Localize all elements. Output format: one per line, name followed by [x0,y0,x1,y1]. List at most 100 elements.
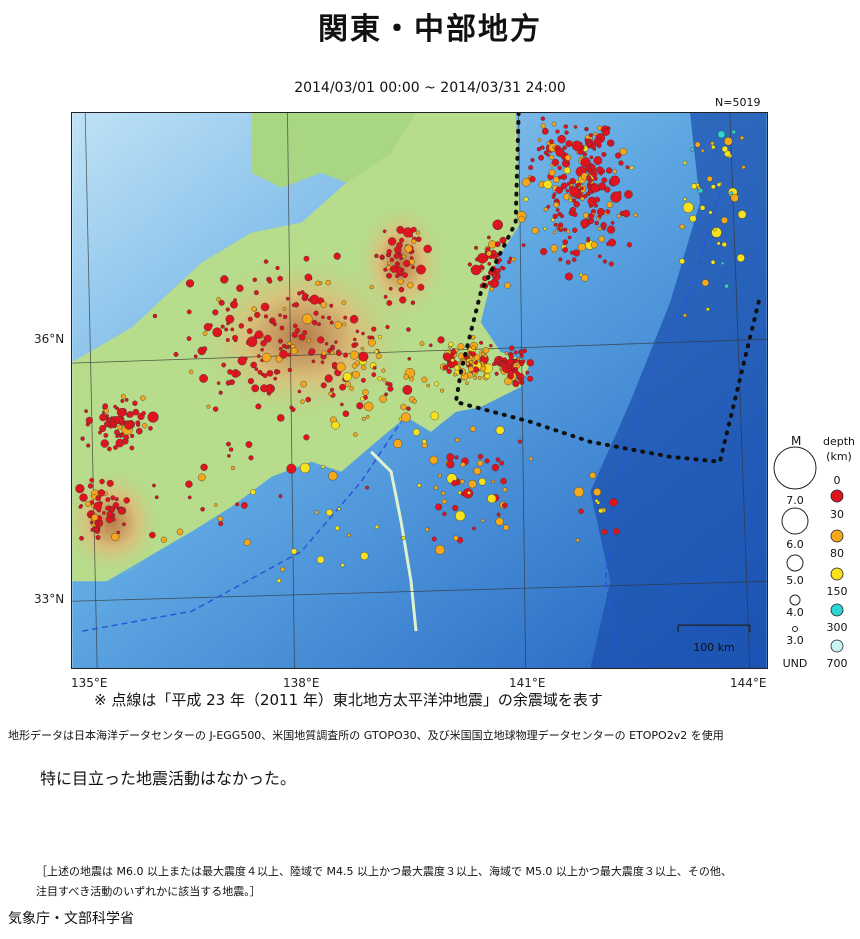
earthquake-dot [563,166,571,174]
earthquake-dot [267,278,273,284]
earthquake-dot [509,345,515,351]
earthquake-dot [389,257,395,262]
earthquake-dot [737,210,747,219]
earthquake-dot [218,521,224,527]
earthquake-dot [710,259,716,265]
earthquake-dot [597,254,602,259]
earthquake-dot [291,303,296,307]
earthquake-dot [261,352,272,363]
earthquake-dot [199,374,208,383]
earthquake-dot [379,395,387,403]
earthquake-dot [335,525,340,531]
earthquake-dot [230,300,238,309]
earthquake-dot [576,182,582,188]
earthquake-dot [471,335,476,340]
earthquake-dot [386,261,391,266]
earthquake-dot [566,229,571,234]
earthquake-dot [275,265,280,271]
earthquake-dot [260,302,270,312]
earthquake-dot [299,462,311,474]
earthquake-dot [124,420,134,430]
earthquake-dot [486,250,492,257]
earthquake-dot [586,175,592,181]
earthquake-dot [100,439,109,448]
earthquake-dot [95,534,101,540]
earthquake-dot [711,144,716,150]
earthquake-dot [136,422,141,427]
earthquake-dot [345,381,351,388]
earthquake-dot [306,338,311,343]
earthquake-dot [404,244,413,253]
earthquake-dot [530,157,535,163]
earthquake-dot [584,127,588,132]
earthquake-dot [495,517,504,526]
earthquake-dot [479,340,484,345]
earthquake-dot [399,237,405,243]
earthquake-dot [629,165,634,170]
earthquake-dot [593,156,603,165]
earthquake-dot [473,467,482,475]
legend-depth-unit: (km) [826,450,852,463]
earthquake-dot [571,140,583,151]
earthquake-dot [618,160,624,166]
earthquake-dot [349,350,359,360]
earthquake-dot [381,368,386,373]
earthquake-dot [371,326,377,332]
earthquake-dot [706,175,713,182]
criteria-line-1: ［上述の地震は M6.0 以上または最大震度４以上、陸域で M4.5 以上かつ最… [36,865,732,878]
earthquake-dot [513,359,518,364]
earthquake-dot [395,274,400,279]
earthquake-dot [148,426,153,431]
earthquake-dot [400,412,411,423]
legend-depth-300-700-dot [830,639,844,653]
earthquake-dot [468,479,477,489]
earthquake-dot [136,427,143,435]
earthquake-dot [400,268,405,273]
earthquake-dot [277,414,285,422]
earthquake-dot [374,349,379,354]
earthquake-dot [578,508,584,515]
earthquake-dot [736,253,745,263]
earthquake-dot [152,313,158,319]
period-label: 2014/03/01 00:00 ~ 2014/03/31 24:00 [294,80,566,96]
earthquake-dot [473,360,478,365]
topography-source: 地形データは日本海洋データセンターの J-EGG500、米国地質調査所の GTO… [8,729,724,742]
earthquake-dot [330,350,335,355]
earthquake-dot [487,494,497,504]
earthquake-dot [487,261,492,266]
earthquake-dot [498,361,503,366]
earthquake-dot [601,177,608,184]
legend-m4-circle [789,594,801,606]
earthquake-dot [624,190,633,199]
earthquake-dot [401,536,406,541]
earthquake-dot [588,133,593,138]
earthquake-dot [185,279,195,288]
earthquake-dot [225,307,230,312]
earthquake-dot [551,121,557,127]
earthquake-dot [132,400,138,406]
earthquake-dot [503,524,510,531]
earthquake-dot [590,241,598,249]
earthquake-dot [254,330,264,339]
scale-bar-label: 100 km [693,641,734,654]
earthquake-dot [523,196,529,202]
earthquake-dot [437,336,445,344]
lon-label-141: 141°E [509,676,546,690]
activity-summary: 特に目立った地震活動はなかった。 [40,769,297,788]
earthquake-dot [329,303,334,308]
earthquake-dot [240,501,248,509]
earthquake-dot [610,141,615,146]
earthquake-dot [393,439,403,449]
earthquake-dot [602,226,606,231]
earthquake-dot [269,318,274,323]
earthquake-dot [301,313,313,325]
earthquake-dot [311,359,316,364]
earthquake-dot [238,323,245,329]
earthquake-dot [470,264,482,276]
earthquake-dot [528,165,534,171]
earthquake-dot [149,531,156,539]
earthquake-dot [511,257,516,262]
earthquake-dot [417,483,422,488]
earthquake-dot [176,528,184,536]
earthquake-dot [602,128,610,136]
